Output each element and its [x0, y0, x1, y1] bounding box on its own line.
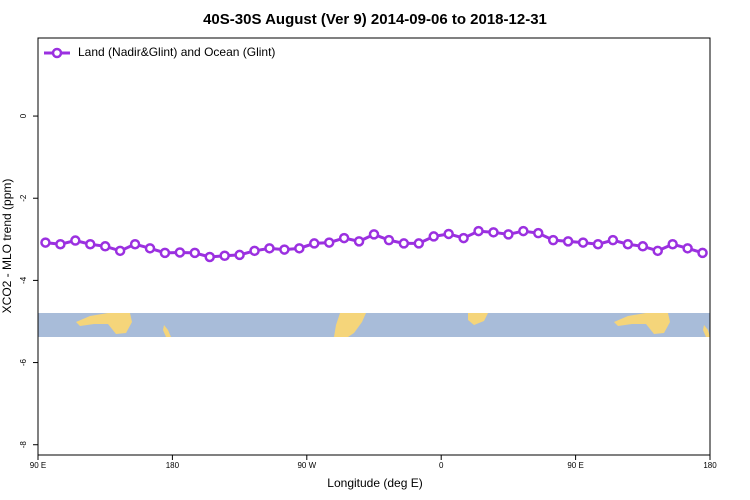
data-point [294, 243, 305, 254]
y-tick-label: -4 [19, 276, 28, 284]
data-point [697, 247, 708, 259]
data-point [323, 237, 335, 248]
data-point [607, 234, 619, 246]
data-point [577, 237, 589, 248]
data-point [129, 238, 141, 250]
data-point [488, 227, 499, 238]
data-point [264, 243, 275, 254]
data-point [85, 238, 96, 250]
x-tick-label: 90 W [297, 461, 316, 470]
ocean [38, 313, 710, 337]
y-tick-label: 0 [19, 113, 28, 118]
chart-title: 40S-30S August (Ver 9) 2014-09-06 to 201… [203, 11, 547, 28]
data-point [398, 238, 410, 249]
data-point [458, 232, 469, 244]
data-point [682, 243, 693, 254]
land [703, 325, 710, 337]
land [163, 325, 171, 337]
map-strip [38, 313, 710, 337]
y-tick-label: -6 [19, 358, 28, 366]
legend-label: Land (Nadir&Glint) and Ocean (Glint) [78, 45, 275, 59]
x-tick-label: 180 [166, 461, 180, 470]
data-point [219, 250, 230, 261]
data-point [353, 236, 365, 247]
y-axis-label: XCO2 - MLO trend (ppm) [0, 179, 14, 314]
data-point [428, 231, 439, 242]
data-point [473, 225, 484, 237]
land [76, 313, 132, 334]
plot-frame [37, 37, 711, 456]
x-tick-label: 0 [439, 461, 444, 470]
legend-marker [51, 47, 63, 59]
data-point [144, 243, 156, 254]
data-point [279, 244, 290, 255]
data-point [667, 238, 678, 250]
data-point [637, 241, 649, 252]
data-point [159, 247, 171, 259]
data-point [413, 238, 425, 249]
data-point [55, 238, 66, 250]
data-point [99, 241, 111, 252]
x-tick-label: 90 E [567, 461, 583, 470]
x-tick-label: 90 E [30, 461, 46, 470]
x-axis-label: Longitude (deg E) [327, 476, 422, 490]
data-point [518, 225, 529, 237]
data-point [204, 251, 215, 263]
data-point [234, 249, 245, 261]
data-point [309, 238, 320, 249]
data-point [338, 232, 350, 244]
data-point [174, 247, 186, 258]
data-point [652, 245, 663, 257]
data-point [533, 227, 544, 239]
data-point [114, 245, 126, 257]
data-point [40, 237, 51, 248]
data-point [368, 229, 380, 240]
data-point [189, 247, 201, 259]
data-point [443, 228, 454, 240]
land [334, 313, 366, 337]
data-point [249, 245, 260, 257]
y-tick-label: -2 [19, 194, 28, 202]
data-point [70, 235, 81, 246]
data-point [592, 238, 604, 250]
data-point [503, 229, 514, 240]
land [614, 313, 670, 334]
y-tick-label: -8 [19, 441, 28, 449]
data-point [622, 238, 634, 250]
data-point [562, 236, 574, 247]
data-point [547, 234, 559, 246]
land [468, 313, 488, 325]
x-tick-label: 180 [703, 461, 717, 470]
data-point [383, 234, 395, 246]
